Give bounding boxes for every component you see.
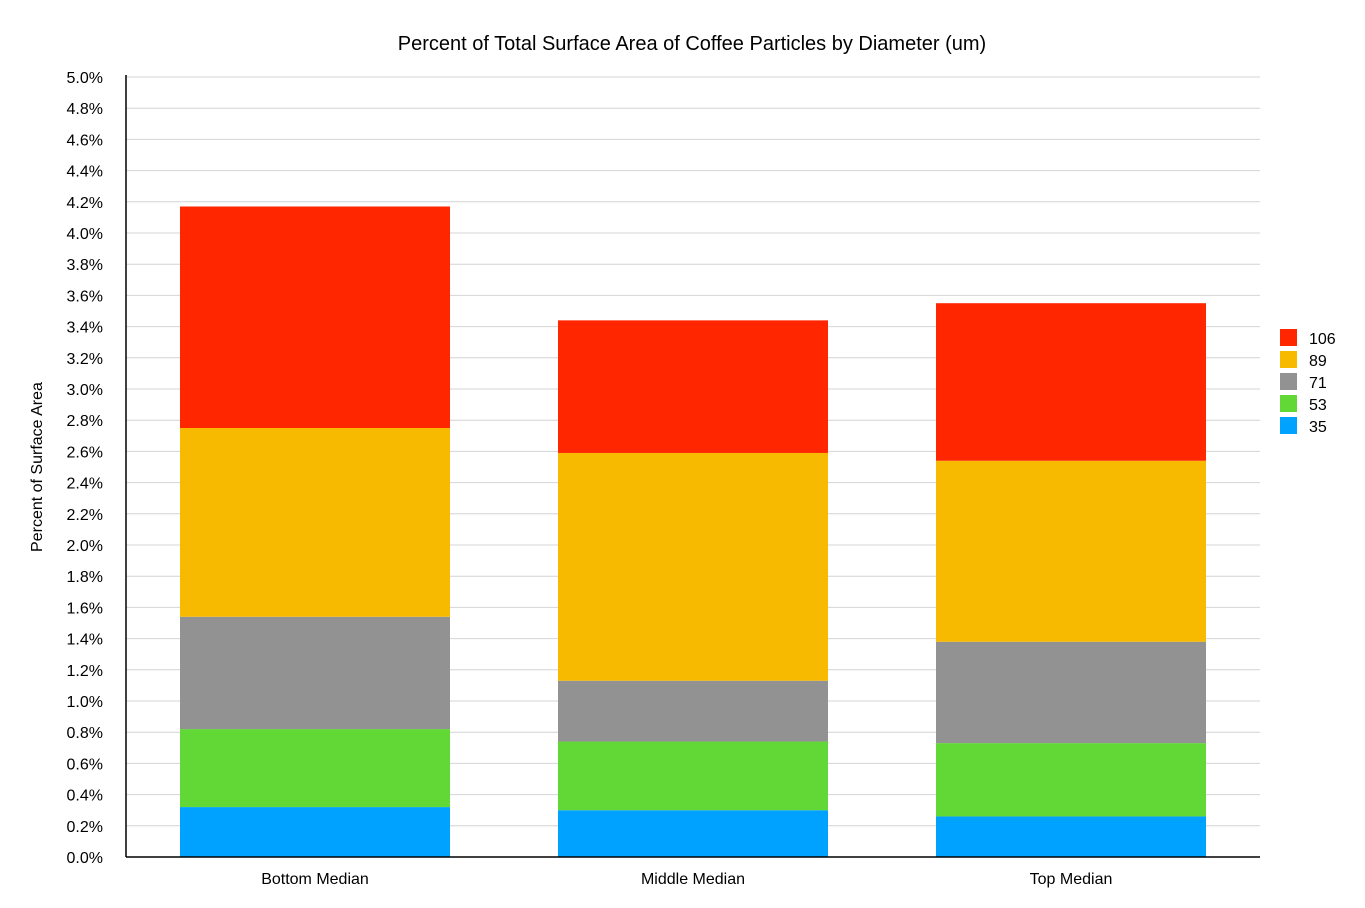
bar-segment-71-2 — [558, 680, 828, 742]
y-tick-label: 2.2% — [67, 507, 103, 524]
y-tick-label: 3.6% — [67, 288, 103, 305]
y-tick-label: 0.6% — [67, 756, 103, 773]
legend-label-106: 106 — [1309, 331, 1336, 348]
legend-label-53: 53 — [1309, 397, 1327, 414]
y-tick-label: 3.8% — [67, 257, 103, 274]
y-tick-label: 4.0% — [67, 226, 103, 243]
bar-segment-53-2 — [558, 741, 828, 811]
legend-swatch-71 — [1280, 373, 1297, 390]
bar-segment-35-3 — [936, 816, 1206, 857]
y-tick-label: 2.6% — [67, 444, 103, 461]
legend-swatch-106 — [1280, 329, 1297, 346]
legend-label-89: 89 — [1309, 353, 1327, 370]
x-tick-label: Bottom Median — [261, 871, 369, 888]
y-tick-label: 4.6% — [67, 132, 103, 149]
axes — [125, 75, 1260, 858]
y-tick-label: 0.0% — [67, 850, 103, 867]
y-tick-labels: 0.0% 0.2% 0.4% 0.6% 0.8% 1.0% 1.2% 1.4% 1.6% 1.8%… — [67, 70, 103, 867]
bar-segment-89-2 — [558, 452, 828, 681]
legend-swatch-89 — [1280, 351, 1297, 368]
y-tick-label: 1.4% — [67, 632, 103, 649]
chart-title: Percent of Total Surface Area of Coffee … — [398, 33, 986, 55]
legend-label-35: 35 — [1309, 419, 1327, 436]
bar-segment-106-1 — [180, 206, 450, 428]
y-tick-label: 3.2% — [67, 351, 103, 368]
bar-segment-89-3 — [936, 460, 1206, 642]
y-axis-title: Percent of Surface Area — [29, 382, 46, 552]
y-tick-label: 1.2% — [67, 663, 103, 680]
legend: 106 89 71 53 35 — [1280, 329, 1336, 436]
y-tick-label: 2.4% — [67, 476, 103, 493]
y-tick-label: 3.0% — [67, 382, 103, 399]
y-tick-label: 2.0% — [67, 538, 103, 555]
bar-segments — [180, 206, 1206, 857]
y-tick-label: 1.6% — [67, 600, 103, 617]
bar-segment-106-3 — [936, 303, 1206, 461]
bar-segment-53-1 — [180, 729, 450, 808]
legend-label-71: 71 — [1309, 375, 1327, 392]
bar-segment-71-1 — [180, 616, 450, 730]
x-tick-label: Top Median — [1030, 871, 1113, 888]
y-tick-label: 4.2% — [67, 195, 103, 212]
legend-swatch-53 — [1280, 395, 1297, 412]
x-tick-label: Middle Median — [641, 871, 745, 888]
y-tick-label: 1.0% — [67, 694, 103, 711]
y-tick-label: 5.0% — [67, 70, 103, 87]
bar-segment-35-1 — [180, 807, 450, 857]
y-tick-label: 1.8% — [67, 569, 103, 586]
x-tick-labels: Bottom Median Middle Median Top Median — [261, 871, 1112, 888]
y-tick-label: 2.8% — [67, 413, 103, 430]
bar-segment-106-2 — [558, 320, 828, 453]
y-tick-label: 4.4% — [67, 164, 103, 181]
legend-swatch-35 — [1280, 417, 1297, 434]
bar-segment-53-3 — [936, 743, 1206, 817]
bar-segment-89-1 — [180, 428, 450, 617]
y-tick-label: 0.4% — [67, 788, 103, 805]
bar-segment-35-2 — [558, 810, 828, 857]
y-tick-label: 3.4% — [67, 320, 103, 337]
bar-segment-71-3 — [936, 641, 1206, 744]
y-tick-label: 0.8% — [67, 725, 103, 742]
y-tick-label: 0.2% — [67, 819, 103, 836]
y-tick-label: 4.8% — [67, 101, 103, 118]
